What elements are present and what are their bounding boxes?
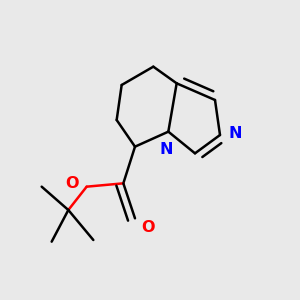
Text: O: O [65, 176, 78, 191]
Text: N: N [228, 126, 242, 141]
Text: O: O [142, 220, 155, 235]
Text: N: N [160, 142, 173, 157]
